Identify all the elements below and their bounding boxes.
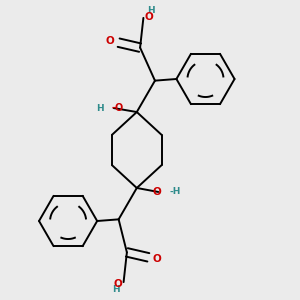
Text: O: O: [106, 36, 115, 46]
Text: H: H: [147, 6, 154, 15]
Text: -O: -O: [111, 103, 124, 113]
Text: O: O: [153, 187, 162, 197]
Text: -H: -H: [170, 188, 181, 196]
Text: O: O: [144, 12, 153, 22]
Text: H: H: [112, 285, 120, 294]
Text: O: O: [152, 254, 161, 264]
Text: O: O: [113, 279, 122, 289]
Text: H: H: [96, 103, 104, 112]
